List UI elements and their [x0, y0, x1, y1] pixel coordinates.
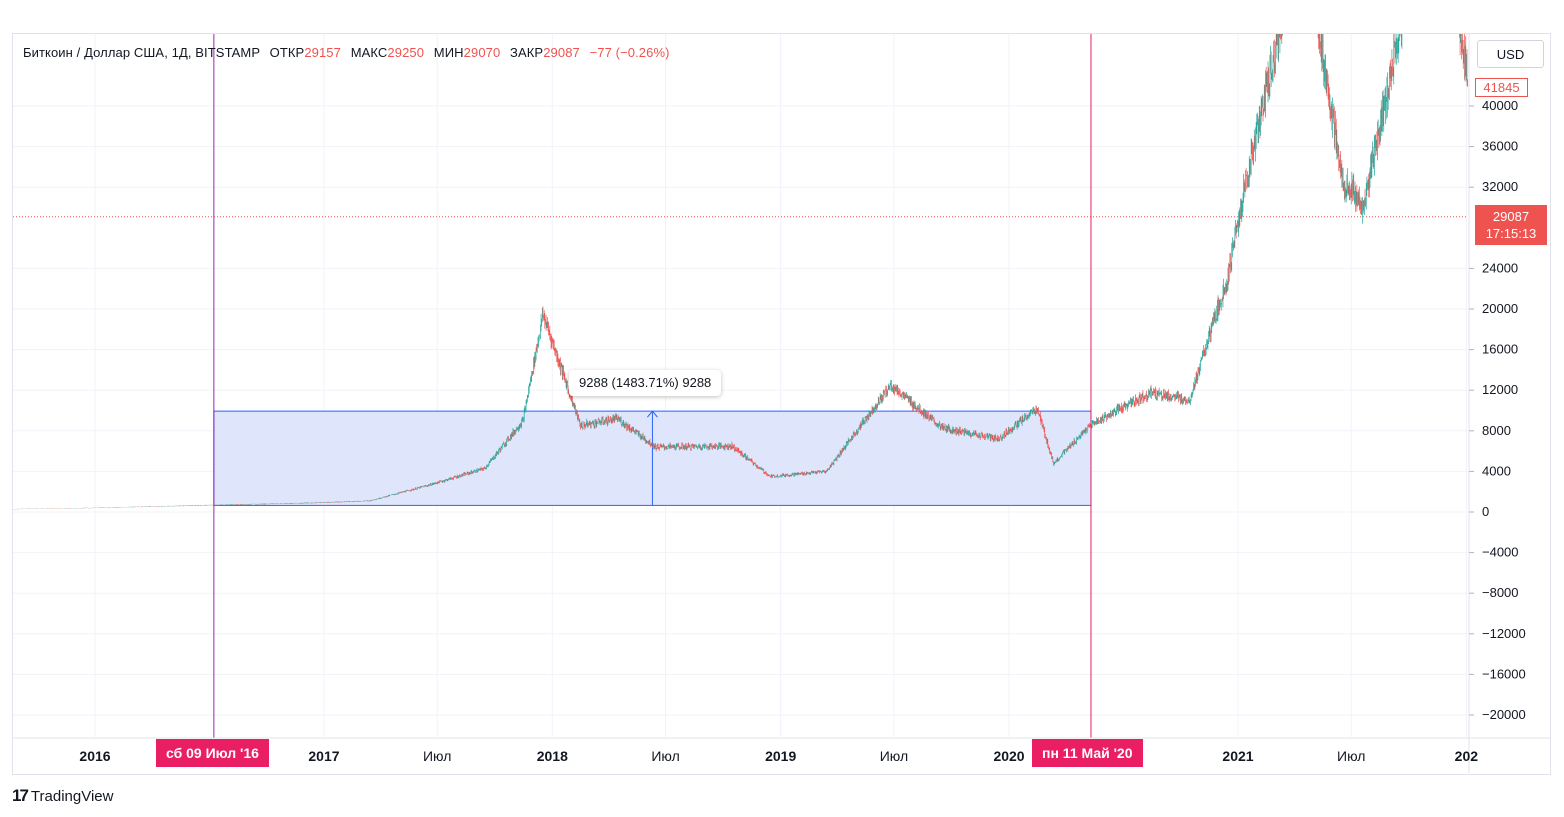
price-axis[interactable]: 4000036000320002400020000160001200080004…	[1469, 98, 1526, 722]
y-tick-label: 36000	[1482, 139, 1518, 154]
high-price-tag: 41845	[1475, 78, 1528, 97]
chart-frame	[12, 33, 1551, 775]
open-value: 29157	[304, 45, 341, 60]
low-label: МИН	[433, 45, 464, 60]
x-tick-label: Июл	[880, 748, 908, 764]
currency-button[interactable]: USD	[1477, 40, 1544, 68]
measure-arrowhead	[647, 410, 658, 418]
date-marker-start-tag[interactable]: сб 09 Июл '16	[156, 739, 269, 767]
y-tick-label: 16000	[1482, 342, 1518, 357]
close-value: 29087	[543, 45, 580, 60]
y-tick-label: 20000	[1482, 301, 1518, 316]
brand-name: TradingView	[30, 787, 114, 805]
x-tick-label: Июл	[423, 748, 451, 764]
y-tick-label: 4000	[1482, 463, 1511, 478]
y-tick-label: −8000	[1482, 585, 1519, 600]
y-tick-label: 12000	[1482, 382, 1518, 397]
measure-label[interactable]: 9288 (1483.71%) 9288	[569, 370, 722, 396]
x-tick-label: 2016	[79, 748, 110, 764]
bar-countdown: 17:15:13	[1485, 226, 1537, 241]
x-tick-label: 202	[1455, 748, 1479, 764]
y-tick-label: −4000	[1482, 545, 1519, 560]
y-tick-label: −16000	[1482, 666, 1526, 681]
x-tick-label: 2019	[765, 748, 796, 764]
y-tick-label: −12000	[1482, 626, 1526, 641]
y-tick-label: 8000	[1482, 423, 1511, 438]
last-price-tag: 29087 17:15:13	[1475, 205, 1547, 245]
x-tick-label: 2018	[537, 748, 568, 764]
time-axis[interactable]: 2016 2017 Июл 2018 Июл 2019 Июл 2020 2021 Июл 202	[79, 748, 1478, 764]
grid	[13, 34, 1468, 737]
y-tick-label: −20000	[1482, 707, 1526, 722]
high-value: 29250	[387, 45, 425, 60]
date-marker-end-tag[interactable]: пн 11 Май '20	[1032, 739, 1143, 767]
low-value: 29070	[463, 45, 501, 60]
brand[interactable]: 17 TradingView	[12, 786, 113, 806]
y-tick-label: 0	[1482, 504, 1489, 519]
x-tick-label: 2020	[993, 748, 1024, 764]
change-value: −77 (−0.26%)	[589, 45, 670, 60]
tradingview-logo-icon: 17	[12, 786, 29, 805]
symbol-legend: Биткоин / Доллар США, 1Д, BITSTAMP ОТКР2…	[23, 45, 670, 60]
y-tick-label: 24000	[1482, 260, 1518, 275]
candles	[12, 34, 1468, 510]
x-tick-label: Июл	[1337, 748, 1365, 764]
x-tick-label: 2021	[1222, 748, 1253, 764]
symbol-title: Биткоин / Доллар США, 1Д, BITSTAMP	[23, 45, 260, 60]
x-tick-label: Июл	[651, 748, 679, 764]
open-label: ОТКР	[269, 45, 305, 60]
y-tick-label: 40000	[1482, 98, 1518, 113]
close-label: ЗАКР	[510, 45, 544, 60]
high-label: МАКС	[350, 45, 388, 60]
y-tick-label: 32000	[1482, 179, 1518, 194]
x-tick-label: 2017	[308, 748, 339, 764]
last-price-value: 29087	[1492, 209, 1530, 224]
